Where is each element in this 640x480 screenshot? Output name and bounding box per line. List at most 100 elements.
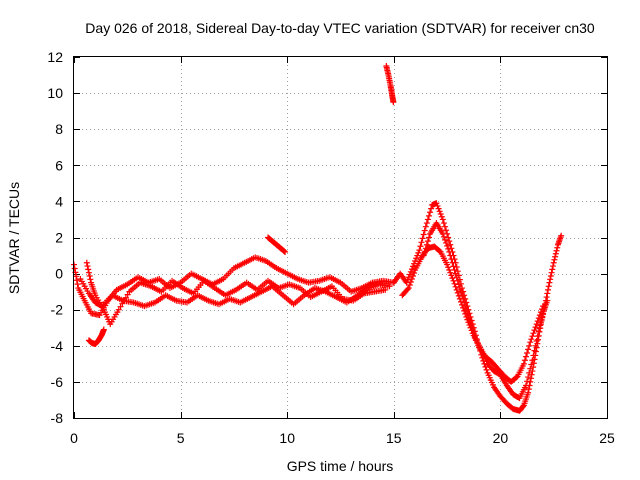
chart-title: Day 026 of 2018, Sidereal Day-to-day VTE… — [85, 20, 595, 36]
data-point — [454, 289, 461, 296]
data-point — [83, 259, 90, 266]
data-point — [462, 303, 469, 310]
data-point — [421, 227, 428, 234]
data-point — [459, 292, 466, 299]
data-point — [422, 223, 429, 230]
data-point — [440, 220, 447, 227]
data-point — [534, 333, 541, 340]
x-tick-label: 5 — [177, 430, 185, 446]
data-point — [403, 279, 410, 286]
data-point — [423, 241, 430, 248]
data-point — [532, 342, 539, 349]
data-point — [446, 266, 453, 273]
data-point — [413, 255, 420, 262]
data-point — [457, 288, 464, 295]
data-point — [453, 263, 460, 270]
data-point — [436, 248, 443, 255]
data-point — [84, 263, 91, 270]
data-point — [439, 216, 446, 223]
data-point — [443, 227, 450, 234]
data-point — [453, 286, 460, 293]
series-trace-h — [399, 243, 547, 385]
data-point — [520, 403, 527, 410]
data-point — [446, 248, 453, 255]
data-point — [115, 306, 122, 313]
data-point — [445, 234, 452, 241]
data-point — [455, 292, 462, 299]
y-tick-label: -6 — [51, 374, 64, 390]
data-point — [536, 325, 543, 332]
plot-area-frame — [73, 56, 608, 419]
data-point — [415, 249, 422, 256]
data-point — [124, 291, 131, 298]
data-point — [451, 266, 458, 273]
y-tick-label: 12 — [47, 49, 63, 65]
data-point — [543, 294, 550, 301]
data-point — [441, 223, 448, 230]
data-point — [554, 244, 561, 251]
x-tick-label: 10 — [279, 430, 295, 446]
series-trace-c — [83, 259, 389, 328]
data-point — [445, 245, 452, 252]
data-point — [545, 286, 552, 293]
data-point — [421, 248, 428, 255]
data-point — [446, 238, 453, 245]
data-point — [405, 285, 412, 292]
data-point — [453, 274, 460, 281]
x-axis-label: GPS time / hours — [287, 458, 394, 474]
data-point — [544, 297, 551, 304]
data-point — [117, 303, 124, 310]
data-point — [405, 274, 412, 281]
data-point — [409, 273, 416, 280]
data-point — [439, 230, 446, 237]
series-trace-g — [390, 200, 565, 414]
data-point — [524, 350, 531, 357]
data-point — [551, 256, 558, 263]
axis-ticks: 0 5 10 15 20 25 -8 -6 -4 -2 0 2 4 6 8 10 12 — [47, 49, 615, 446]
data-point — [538, 316, 545, 323]
data-point — [552, 253, 559, 260]
data-point — [87, 276, 94, 283]
data-point — [466, 317, 473, 324]
data-point — [522, 353, 529, 360]
y-tick-label: -2 — [51, 302, 64, 318]
data-point — [549, 263, 556, 270]
data-point — [408, 266, 415, 273]
data-point — [537, 319, 544, 326]
data-point — [448, 245, 455, 252]
data-point — [448, 272, 455, 279]
data-point — [558, 232, 565, 239]
data-point — [444, 261, 451, 268]
data-point — [483, 366, 490, 373]
data-point — [526, 369, 533, 376]
data-point — [424, 238, 431, 245]
data-point — [470, 330, 477, 337]
data-point — [468, 323, 475, 330]
x-tick-label: 15 — [386, 430, 402, 446]
data-point — [447, 269, 454, 276]
data-point — [460, 295, 467, 302]
data-point — [407, 279, 414, 286]
data-point — [412, 257, 419, 264]
data-point — [553, 247, 560, 254]
data-point — [418, 239, 425, 246]
data-point — [525, 386, 532, 393]
data-point — [452, 283, 459, 290]
data-point — [73, 277, 80, 284]
x-tick-label: 20 — [493, 430, 509, 446]
data-point — [434, 202, 441, 209]
data-point — [452, 270, 459, 277]
data-point — [525, 374, 532, 381]
data-point — [404, 276, 411, 283]
data-point — [404, 286, 411, 293]
data-point — [513, 374, 520, 381]
data-point — [408, 276, 415, 283]
data-point — [461, 299, 468, 306]
data-point — [449, 275, 456, 282]
data-point — [548, 269, 555, 276]
data-point — [409, 263, 416, 270]
y-tick-label: 4 — [55, 193, 63, 209]
data-point — [420, 231, 427, 238]
data-point — [445, 264, 452, 271]
